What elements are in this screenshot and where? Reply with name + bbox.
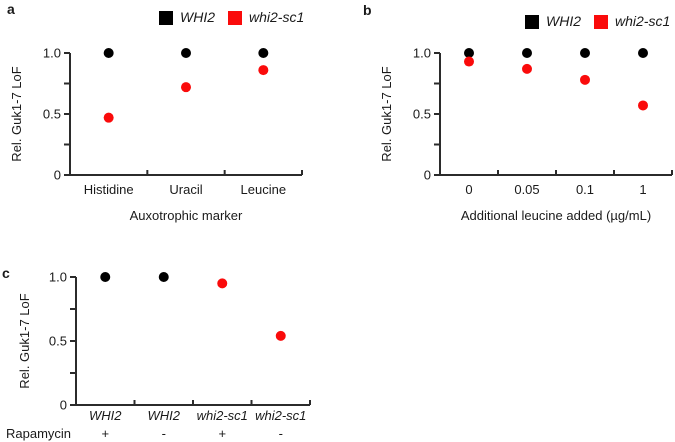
y-axis-title: Rel. Guk1-7 LoF — [379, 66, 394, 161]
x-axis-title: Auxotrophic marker — [130, 208, 243, 223]
panel-a: a WHI2 whi2-sc1 0 0.5 1.0 Histidine Uracil Le… — [0, 0, 340, 235]
legend-label-whi2: WHI2 — [180, 9, 215, 25]
legend-swatch-whi2-sc1 — [594, 14, 608, 29]
y-tick-label: 1.0 — [43, 46, 61, 61]
factor-row-value: + — [101, 426, 109, 441]
data-point-whi2-sc1 — [103, 112, 114, 123]
x-category-label: 0.05 — [514, 182, 539, 197]
data-point-WHI2 — [158, 272, 169, 282]
legend-item-whi2-sc1: whi2-sc1 — [228, 10, 304, 25]
data-point-whi2-sc1 — [181, 82, 191, 93]
legend-label-whi2-sc1: whi2-sc1 — [615, 13, 671, 29]
factor-row-value: - — [279, 426, 283, 441]
legend-swatch-whi2 — [525, 14, 539, 29]
y-tick-label: 0.5 — [49, 334, 67, 349]
data-point-WHI2 — [522, 48, 532, 58]
legend-swatch-whi2 — [159, 10, 173, 25]
data-point-whi2-sc1 — [580, 74, 590, 85]
x-category-label: WHI2 — [148, 408, 181, 423]
y-axis-title: Rel. Guk1-7 LoF — [9, 66, 24, 161]
data-point-WHI2 — [638, 48, 648, 58]
data-point-WHI2 — [258, 48, 269, 58]
data-point-whi2-sc1 — [258, 65, 269, 76]
scatter-plot-a: 0 0.5 1.0 Histidine Uracil Leucine Rel. Guk1-7… — [9, 46, 303, 223]
y-tick-label: 0 — [424, 168, 431, 183]
x-category-label: Uracil — [169, 182, 202, 197]
y-tick-label: 1.0 — [49, 270, 67, 285]
factor-row-value: + — [218, 426, 226, 441]
x-category-label: whi2-sc1 — [197, 408, 248, 423]
data-point-whi2-sc1 — [217, 278, 228, 289]
data-point-whi2-sc1 — [464, 56, 474, 67]
legend-label-whi2-sc1: whi2-sc1 — [249, 9, 305, 25]
axis-spine — [439, 53, 672, 176]
panel-c-letter: c — [2, 265, 10, 281]
data-point-WHI2 — [580, 48, 590, 58]
legend-swatch-whi2-sc1 — [228, 10, 242, 25]
y-tick-label: 0.5 — [413, 107, 431, 122]
data-point-whi2-sc1 — [522, 63, 532, 74]
scatter-plot-b: 0 0.5 1.0 0 0.05 0.1 1 Rel. Guk1-7 LoF Additiona… — [379, 46, 673, 223]
panel-b-letter: b — [363, 2, 372, 18]
scatter-plot-c: 0 0.5 1.0 WHI2 WHI2 whi2-sc1 whi2-sc1 Rapamycin… — [6, 270, 311, 441]
data-point-WHI2 — [100, 272, 111, 282]
y-tick-label: 0 — [54, 168, 61, 183]
x-category-label: Histidine — [84, 182, 134, 197]
y-axis-title: Rel. Guk1-7 LoF — [17, 293, 32, 388]
x-category-label: Leucine — [241, 182, 287, 197]
panel-b: b WHI2 whi2-sc1 0 0.5 1.0 0 0.05 0.1 1 Rel. Guk… — [340, 0, 675, 235]
data-point-WHI2 — [103, 48, 114, 58]
y-tick-label: 1.0 — [413, 46, 431, 61]
x-category-label: WHI2 — [89, 408, 122, 423]
data-point-WHI2 — [181, 48, 191, 58]
factor-row-value: - — [162, 426, 166, 441]
y-tick-label: 0.5 — [43, 107, 61, 122]
legend-item-whi2: WHI2 — [159, 10, 215, 25]
x-category-label: 0 — [465, 182, 472, 197]
legend-label-whi2: WHI2 — [546, 13, 581, 29]
legend-a: WHI2 whi2-sc1 — [159, 10, 304, 25]
x-category-label: whi2-sc1 — [255, 408, 306, 423]
data-point-WHI2 — [464, 48, 474, 58]
data-point-whi2-sc1 — [638, 100, 648, 111]
legend-item-whi2-sc1: whi2-sc1 — [594, 14, 670, 29]
y-tick-label: 0 — [60, 398, 67, 413]
panel-c: c 0 0.5 1.0 WHI2 WHI2 whi2-sc1 whi2-sc1 Rapamyc… — [0, 255, 340, 442]
legend-b: WHI2 whi2-sc1 — [525, 14, 670, 29]
data-point-whi2-sc1 — [275, 330, 286, 341]
axis-spine — [75, 277, 310, 406]
panel-a-letter: a — [7, 1, 15, 17]
legend-item-whi2: WHI2 — [525, 14, 581, 29]
x-category-label: 0.1 — [576, 182, 594, 197]
x-category-label: 1 — [639, 182, 646, 197]
factor-row-label: Rapamycin — [6, 426, 71, 441]
x-axis-title: Additional leucine added (µg/mL) — [461, 208, 651, 223]
